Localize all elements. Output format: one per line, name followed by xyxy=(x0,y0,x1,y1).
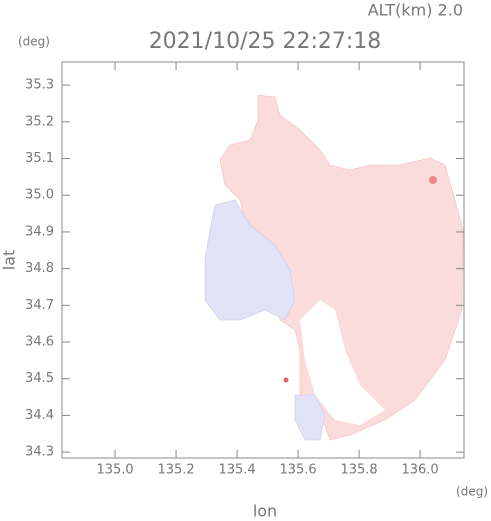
y-tick-label: 34.5 xyxy=(25,371,54,386)
y-tick-label: 34.6 xyxy=(25,335,54,350)
x-tick-label: 135.0 xyxy=(96,463,133,478)
positive-velocity-area xyxy=(219,94,464,441)
negative-velocity-area xyxy=(204,199,296,321)
y-tick-label: 35.0 xyxy=(25,188,54,203)
x-axis-label: lon xyxy=(253,502,277,521)
y-tick-label: 35.2 xyxy=(25,114,54,129)
radar-field xyxy=(204,94,464,441)
x-unit: (deg) xyxy=(456,485,488,499)
y-tick-label: 35.3 xyxy=(25,78,54,93)
negative-velocity-area xyxy=(294,394,326,441)
x-tick-label: 136.0 xyxy=(401,463,438,478)
y-axis-label: lat xyxy=(0,250,19,271)
y-tick-label: 34.8 xyxy=(25,261,54,276)
empty-area xyxy=(300,300,385,425)
plot-frame xyxy=(61,61,465,459)
y-unit: (deg) xyxy=(18,35,50,49)
y-tick-label: 34.4 xyxy=(25,408,54,423)
y-tick-label: 34.7 xyxy=(25,298,54,313)
strong-positive-spot xyxy=(429,176,437,184)
y-tick-label: 35.1 xyxy=(25,151,54,166)
x-tick-label: 135.8 xyxy=(340,463,377,478)
chart-title: 2021/10/25 22:27:18 xyxy=(149,29,382,54)
annotation: ALT(km) 2.0 xyxy=(368,1,463,20)
y-tick-label: 34.9 xyxy=(25,224,54,239)
x-tick-label: 135.4 xyxy=(218,463,255,478)
x-tick-label: 135.6 xyxy=(279,463,316,478)
strong-positive-spot xyxy=(283,377,289,383)
y-tick-label: 34.3 xyxy=(25,445,54,460)
x-tick-label: 135.2 xyxy=(157,463,194,478)
